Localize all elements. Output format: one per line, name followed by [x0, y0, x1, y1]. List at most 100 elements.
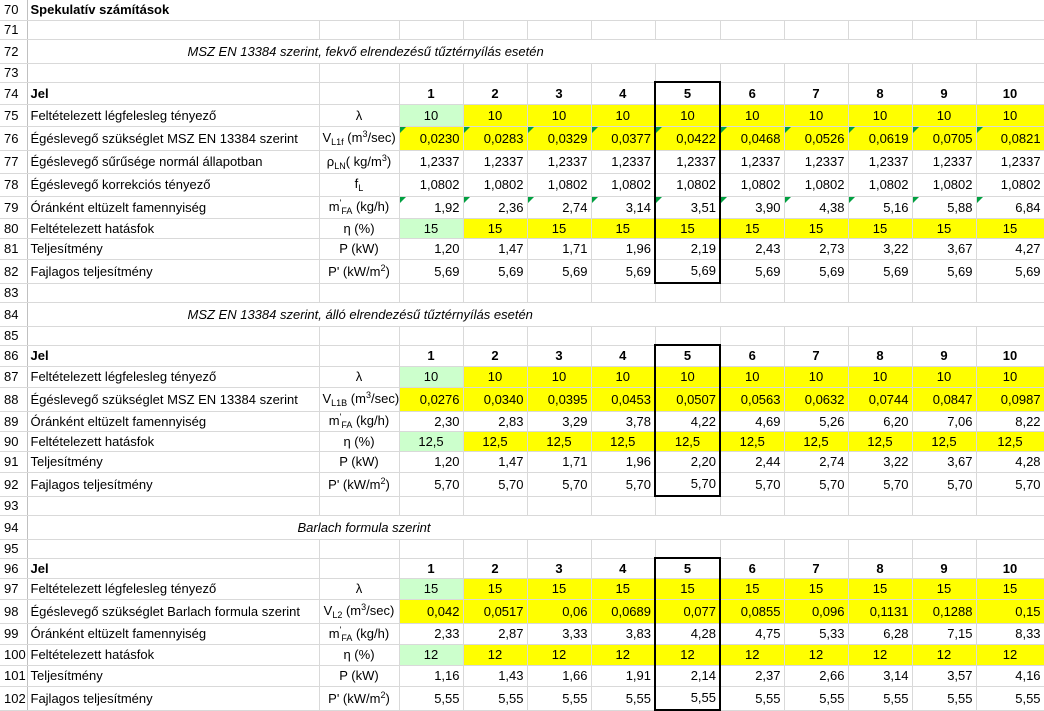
symbol-cell[interactable]: λ	[319, 578, 400, 600]
cell[interactable]	[319, 20, 400, 40]
column-header-10[interactable]: 10	[976, 345, 1044, 367]
value-cell[interactable]: 5,55	[848, 686, 913, 711]
row-label[interactable]: Fajlagos teljesítmény	[27, 686, 320, 711]
value-cell[interactable]: 0,0517	[463, 599, 528, 624]
value-cell[interactable]: 5,26	[784, 411, 849, 432]
value-cell[interactable]: 7,15	[912, 623, 977, 645]
jel-header[interactable]: Jel	[27, 558, 320, 579]
row-header[interactable]: 80	[0, 218, 28, 239]
section-subtitle[interactable]: MSZ EN 13384 szerint, álló elrendezésű t…	[27, 302, 1044, 327]
value-cell[interactable]: 0,0230	[399, 126, 464, 151]
column-header-3[interactable]: 3	[527, 558, 592, 579]
cell[interactable]	[848, 496, 913, 516]
row-header[interactable]: 74	[0, 82, 28, 105]
value-cell[interactable]: 0,0329	[527, 126, 592, 151]
value-cell[interactable]: 5,69	[784, 259, 849, 284]
value-cell[interactable]: 12,5	[720, 431, 785, 452]
cell[interactable]	[912, 283, 977, 303]
cell[interactable]	[976, 20, 1044, 40]
value-cell[interactable]: 10	[912, 366, 977, 388]
value-cell[interactable]: 5,70	[976, 472, 1044, 497]
value-cell[interactable]: 5,88	[912, 196, 977, 219]
cell[interactable]	[848, 283, 913, 303]
row-header[interactable]: 77	[0, 150, 28, 174]
cell[interactable]	[463, 63, 528, 83]
value-cell[interactable]: 10	[976, 104, 1044, 127]
value-cell[interactable]: 5,69	[912, 259, 977, 284]
cell[interactable]	[527, 496, 592, 516]
jel-header[interactable]: Jel	[27, 345, 320, 367]
value-cell[interactable]: 1,0802	[654, 173, 721, 197]
value-cell[interactable]: 0,0705	[912, 126, 977, 151]
cell[interactable]	[655, 496, 721, 516]
value-cell[interactable]: 0,077	[654, 599, 721, 624]
value-cell[interactable]: 1,91	[591, 665, 656, 687]
row-label[interactable]: Feltételezett hatásfok	[27, 218, 320, 239]
cell[interactable]	[399, 283, 464, 303]
value-cell[interactable]: 15	[591, 578, 656, 600]
symbol-cell[interactable]: η (%)	[319, 431, 400, 452]
row-label[interactable]: Fajlagos teljesítmény	[27, 472, 320, 497]
column-header-10[interactable]: 10	[976, 558, 1044, 579]
section-subtitle[interactable]: MSZ EN 13384 szerint, fekvő elrendezésű …	[27, 39, 1044, 64]
row-header[interactable]: 83	[0, 283, 28, 303]
cell[interactable]	[976, 63, 1044, 83]
value-cell[interactable]: 12,5	[527, 431, 592, 452]
value-cell[interactable]: 12	[463, 644, 528, 666]
value-cell[interactable]: 1,47	[463, 451, 528, 473]
cell[interactable]	[319, 326, 400, 346]
value-cell[interactable]: 2,14	[654, 665, 721, 687]
row-header[interactable]: 88	[0, 387, 28, 412]
value-cell[interactable]: 15	[591, 218, 656, 239]
value-cell[interactable]: 1,2337	[976, 150, 1044, 174]
value-cell[interactable]: 3,14	[848, 665, 913, 687]
value-cell[interactable]: 1,0802	[720, 173, 785, 197]
column-header-5[interactable]: 5	[654, 557, 721, 579]
value-cell[interactable]: 5,55	[784, 686, 849, 711]
value-cell[interactable]: 5,55	[720, 686, 785, 711]
value-cell[interactable]: 15	[399, 578, 464, 600]
value-cell[interactable]: 15	[912, 578, 977, 600]
value-cell[interactable]: 5,55	[591, 686, 656, 711]
cell[interactable]	[319, 496, 400, 516]
symbol-cell[interactable]: VL1f (m3/sec)	[319, 126, 400, 151]
value-cell[interactable]: 6,84	[976, 196, 1044, 219]
value-cell[interactable]: 15	[463, 578, 528, 600]
value-cell[interactable]: 12,5	[654, 431, 721, 452]
value-cell[interactable]: 1,2337	[527, 150, 592, 174]
value-cell[interactable]: 8,22	[976, 411, 1044, 432]
value-cell[interactable]: 12	[848, 644, 913, 666]
cell[interactable]	[720, 283, 785, 303]
value-cell[interactable]: 1,0802	[976, 173, 1044, 197]
symbol-cell[interactable]: VL2 (m3/sec)	[319, 599, 400, 624]
row-label[interactable]: Égéslevegő szükséglet MSZ EN 13384 szeri…	[27, 387, 320, 412]
column-header-3[interactable]: 3	[527, 345, 592, 367]
value-cell[interactable]: 0,0855	[720, 599, 785, 624]
value-cell[interactable]: 10	[591, 104, 656, 127]
cell[interactable]	[976, 283, 1044, 303]
value-cell[interactable]: 2,43	[720, 238, 785, 260]
value-cell[interactable]: 3,22	[848, 451, 913, 473]
row-header[interactable]: 95	[0, 539, 28, 559]
value-cell[interactable]: 2,74	[784, 451, 849, 473]
cell[interactable]	[399, 20, 464, 40]
column-header-9[interactable]: 9	[912, 345, 977, 367]
value-cell[interactable]: 0,06	[527, 599, 592, 624]
value-cell[interactable]: 10	[527, 366, 592, 388]
row-header[interactable]: 70	[0, 0, 28, 21]
value-cell[interactable]: 2,37	[720, 665, 785, 687]
value-cell[interactable]: 0,1288	[912, 599, 977, 624]
cell[interactable]	[463, 496, 528, 516]
cell[interactable]	[784, 20, 849, 40]
column-header-8[interactable]: 8	[848, 82, 913, 105]
row-label[interactable]: Óránként eltüzelt famennyiség	[27, 196, 320, 219]
value-cell[interactable]: 10	[848, 104, 913, 127]
value-cell[interactable]: 4,38	[784, 196, 849, 219]
cell[interactable]	[399, 326, 464, 346]
symbol-cell[interactable]: VL1B (m3/sec)	[319, 387, 400, 412]
value-cell[interactable]: 12,5	[976, 431, 1044, 452]
cell[interactable]	[655, 326, 721, 346]
value-cell[interactable]: 2,20	[654, 451, 721, 473]
value-cell[interactable]: 4,22	[654, 411, 721, 432]
row-header[interactable]: 85	[0, 326, 28, 346]
